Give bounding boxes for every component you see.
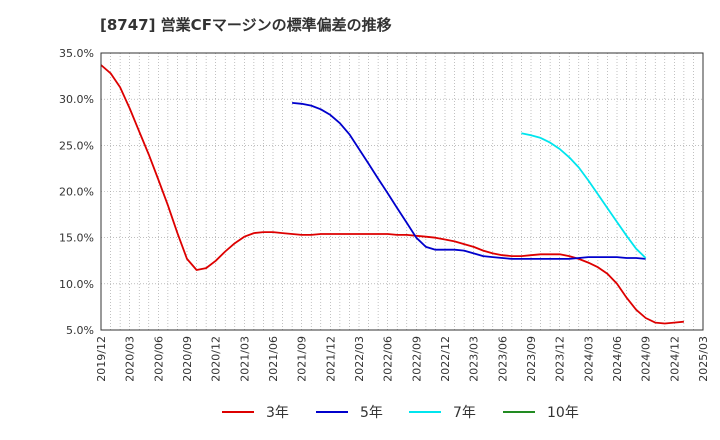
y-tick-label: 35.0% (59, 47, 94, 60)
series-line-7y (521, 132, 647, 259)
x-tick-label: 2021/12 (324, 336, 337, 382)
legend-label-10y: 10年 (547, 405, 579, 421)
y-tick-label: 20.0% (59, 186, 94, 199)
legend-label-5y: 5年 (360, 405, 383, 421)
x-tick-label: 2023/09 (525, 336, 538, 382)
x-tick-label: 2024/03 (582, 336, 595, 382)
x-tick-label: 2024/12 (668, 336, 681, 382)
legend-swatch-5y (316, 411, 348, 413)
y-tick-label: 15.0% (59, 232, 94, 245)
x-tick-label: 2023/03 (468, 336, 481, 382)
legend: 3年 5年 7年 10年 (0, 402, 720, 426)
x-tick-label: 2022/09 (410, 336, 423, 382)
legend-label-3y: 3年 (266, 405, 289, 421)
legend-item-3y[interactable]: 3年 (222, 402, 289, 422)
series-line-5y (292, 102, 646, 260)
series-line-3y (100, 64, 684, 325)
x-tick-label: 2021/03 (238, 336, 251, 382)
x-tick-label: 2020/12 (210, 336, 223, 382)
y-tick-label: 5.0% (66, 324, 94, 337)
legend-swatch-10y (503, 411, 535, 413)
x-tick-label: 2022/12 (439, 336, 452, 382)
x-tick-label: 2020/03 (124, 336, 137, 382)
x-tick-label: 2019/12 (95, 336, 108, 382)
y-tick-label: 10.0% (59, 278, 94, 291)
x-tick-label: 2023/06 (496, 336, 509, 382)
x-tick-label: 2020/06 (152, 336, 165, 382)
plot-border (100, 52, 704, 331)
x-tick-label: 2022/06 (382, 336, 395, 382)
legend-swatch-3y (222, 411, 254, 413)
x-tick-label: 2021/09 (296, 336, 309, 382)
legend-item-10y[interactable]: 10年 (503, 402, 579, 422)
x-tick-label: 2023/12 (554, 336, 567, 382)
legend-item-5y[interactable]: 5年 (316, 402, 383, 422)
x-tick-label: 2020/09 (181, 336, 194, 382)
x-tick-label: 2024/09 (640, 336, 653, 382)
y-tick-label: 30.0% (59, 93, 94, 106)
chart-title: [8747] 営業CFマージンの標準偏差の推移 (100, 16, 392, 34)
x-tick-label: 2024/06 (611, 336, 624, 382)
legend-label-7y: 7年 (453, 405, 476, 421)
legend-item-7y[interactable]: 7年 (409, 402, 476, 422)
x-tick-label: 2021/06 (267, 336, 280, 382)
x-tick-label: 2022/03 (353, 336, 366, 382)
y-tick-label: 25.0% (59, 139, 94, 152)
x-tick-label: 2025/03 (697, 336, 710, 382)
legend-swatch-7y (409, 411, 441, 413)
